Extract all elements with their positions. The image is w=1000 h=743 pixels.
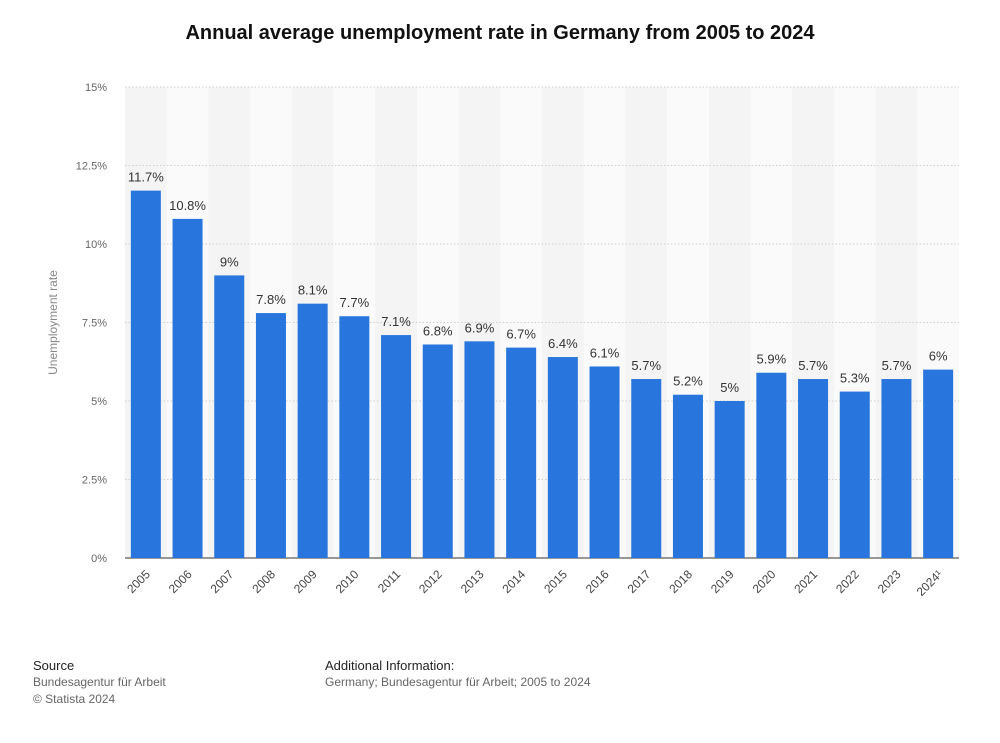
bar — [381, 335, 412, 558]
y-tick-label: 5% — [91, 396, 107, 408]
additional-info-heading: Additional Information: — [325, 658, 455, 673]
chart-title: Annual average unemployment rate in Germ… — [185, 22, 815, 44]
source-heading: Source — [33, 658, 75, 673]
x-tick-label: 2009 — [291, 567, 320, 596]
bar — [547, 357, 578, 558]
x-tick-label: 2005 — [124, 567, 153, 596]
bar — [255, 313, 286, 558]
x-tick-label: 2013 — [458, 567, 487, 596]
bar — [297, 303, 328, 558]
x-tick-label: 2024¹ — [914, 567, 946, 599]
y-tick-label: 2.5% — [82, 475, 107, 487]
data-label: 5.2% — [673, 374, 703, 389]
bar — [464, 341, 495, 558]
x-tick-label: 2015 — [541, 567, 570, 596]
data-label: 8.1% — [298, 283, 328, 298]
bar — [214, 275, 245, 558]
data-label: 5.7% — [631, 358, 661, 373]
bar — [631, 379, 662, 558]
bar — [798, 379, 829, 558]
bar — [839, 391, 870, 558]
additional-info-block: Additional Information: Germany; Bundesa… — [325, 657, 591, 691]
additional-info-text: Germany; Bundesagentur für Arbeit; 2005 … — [325, 675, 591, 689]
bar — [923, 369, 954, 558]
data-label: 11.7% — [128, 170, 164, 185]
x-tick-label: 2007 — [208, 567, 237, 596]
bar — [756, 372, 787, 558]
source-line: Bundesagentur für Arbeit — [33, 675, 166, 689]
x-tick-label: 2014 — [499, 567, 528, 596]
x-tick-label: 2010 — [333, 567, 362, 596]
y-tick-label: 15% — [85, 82, 107, 94]
source-block: Source Bundesagentur für Arbeit © Statis… — [33, 657, 166, 708]
x-tick-label: 2006 — [166, 567, 195, 596]
x-tick-label: 2022 — [833, 567, 862, 596]
data-label: 6.1% — [590, 345, 620, 360]
data-label: 7.7% — [340, 295, 370, 310]
x-tick-label: 2019 — [708, 567, 737, 596]
data-label: 7.1% — [381, 314, 411, 329]
x-tick-label: 2021 — [791, 567, 820, 596]
data-label: 9% — [220, 254, 239, 269]
x-tick-label: 2017 — [625, 567, 654, 596]
data-label: 6.9% — [465, 320, 495, 335]
bar-chart: 0% 2.5% 5% 7.5% 10% 12.5% 15% Unemployment rate… — [46, 82, 959, 599]
y-axis-title: Unemployment rate — [46, 270, 60, 375]
data-label: 6.7% — [506, 327, 536, 342]
bar — [339, 316, 370, 558]
data-label: 5.3% — [840, 371, 870, 386]
y-tick-label: 0% — [91, 553, 107, 565]
x-tick-label: 2016 — [583, 567, 612, 596]
data-label: 6% — [929, 349, 948, 364]
bar — [422, 344, 453, 558]
x-tick-label: 2012 — [416, 567, 445, 596]
bar — [130, 190, 161, 558]
bar — [506, 347, 537, 558]
x-tick-label: 2018 — [666, 567, 695, 596]
data-label: 5.9% — [757, 352, 787, 367]
data-label: 5.7% — [798, 358, 828, 373]
x-tick-label: 2023 — [875, 567, 904, 596]
y-tick-label: 12.5% — [76, 161, 107, 173]
y-tick-label: 10% — [85, 239, 107, 251]
copyright-line: © Statista 2024 — [33, 692, 116, 706]
bar — [714, 401, 745, 558]
bar — [672, 394, 703, 558]
x-tick-label: 2020 — [750, 567, 779, 596]
bar — [589, 366, 620, 558]
data-label: 7.8% — [256, 292, 286, 307]
bar — [172, 218, 203, 558]
bar — [881, 379, 912, 558]
data-label: 10.8% — [169, 198, 206, 213]
data-label: 6.4% — [548, 336, 578, 351]
data-label: 6.8% — [423, 323, 453, 338]
y-tick-label: 7.5% — [82, 318, 107, 330]
data-label: 5.7% — [882, 358, 912, 373]
x-tick-label: 2008 — [249, 567, 278, 596]
x-tick-label: 2011 — [375, 567, 403, 595]
data-label: 5% — [720, 380, 739, 395]
